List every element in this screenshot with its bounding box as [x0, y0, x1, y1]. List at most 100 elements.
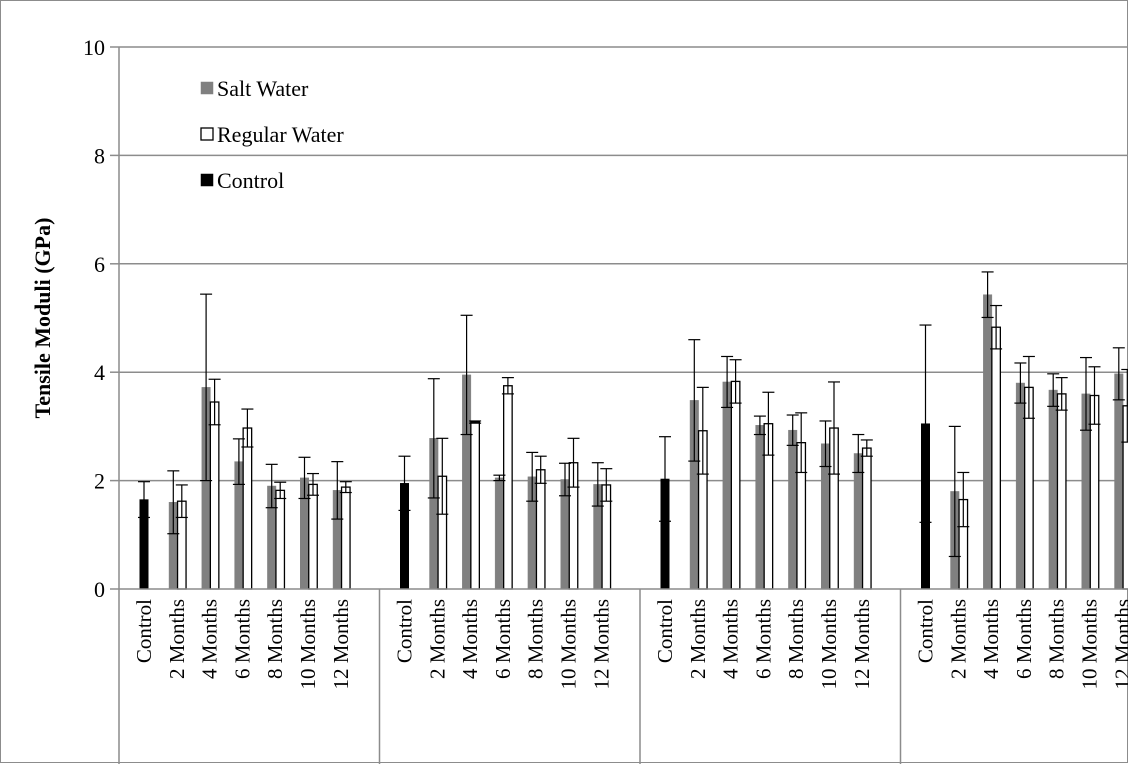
bar-regular-water-error-bar [307, 472, 319, 496]
error-bars [138, 271, 1128, 558]
bar-salt-water-error-bar [981, 271, 994, 319]
bar-regular-water [535, 469, 546, 590]
bar-regular-water [340, 486, 351, 590]
x-category-label: 10 Months [557, 599, 581, 689]
bar-salt-water-error-bar [493, 474, 506, 482]
bar-regular-water [242, 427, 253, 590]
x-category-label: Control [393, 599, 417, 663]
bar-salt-water-error-bar [427, 378, 440, 499]
x-category-label: 8 Months [784, 599, 808, 679]
x-category-label: 6 Months [491, 599, 515, 679]
bar-salt-water [755, 425, 765, 590]
bar-salt-water-error-bar [753, 415, 766, 436]
bar-regular-water-error-bar [696, 386, 709, 475]
bar-regular-water-error-bar [501, 377, 514, 395]
bar-regular-water [1056, 393, 1067, 590]
bar-salt-water-error-bar [298, 456, 311, 500]
legend-item-salt: Salt Water [200, 76, 309, 101]
bar-regular-water-error-bar [469, 420, 482, 424]
x-category-label: 4 Months [198, 599, 222, 679]
y-tick-label: 10 [83, 35, 105, 60]
y-tick-label: 0 [94, 577, 105, 602]
bar-regular-water-error-bar [436, 437, 449, 515]
x-category-label: 2 Months [686, 599, 710, 679]
legend-label: Salt Water [217, 76, 309, 101]
bar-control-error-bar [138, 481, 150, 519]
bar-control-error-bar [919, 324, 932, 523]
bar-regular-water-error-bar [1121, 368, 1128, 443]
bar-salt-water-error-bar [200, 293, 213, 482]
bar-regular-water [275, 489, 286, 590]
bar-salt-water-error-bar [232, 438, 245, 485]
y-tick-label: 4 [94, 360, 105, 385]
x-category-label: 2 Months [165, 599, 189, 679]
y-tick-label: 6 [94, 252, 105, 277]
legend-item-control: Control [200, 168, 284, 193]
bar-regular-water-error-bar [567, 437, 580, 488]
bar-regular-water-error-bar [600, 468, 613, 502]
bar-salt-water-error-bar [948, 425, 961, 558]
x-category-label: 2 Months [946, 599, 970, 679]
bars [139, 294, 1128, 590]
bar-salt-water [722, 381, 732, 590]
bar-regular-water-error-bar [534, 455, 547, 484]
bar-salt-water [1015, 382, 1025, 590]
x-category-label: Control [653, 599, 677, 663]
y-axis-title: Tensile Moduli (GPa) [30, 218, 55, 419]
x-category-label: Control [914, 599, 938, 663]
bar-salt-water-error-bar [786, 414, 799, 446]
bar-salt-water [1114, 373, 1124, 590]
x-category-label: 4 Months [458, 599, 482, 679]
bar-salt-water-error-bar [688, 339, 701, 462]
legend: Salt Water Regular Water Control [200, 76, 344, 193]
x-category-label: 12 Months [589, 599, 613, 689]
legend-swatch [200, 81, 214, 95]
legend-label: Regular Water [217, 122, 344, 147]
y-axis-ticks: 0 2 4 6 8 10 [83, 35, 119, 602]
x-category-label: 10 Months [296, 599, 320, 689]
x-category-label: 12 Months [1110, 599, 1128, 689]
legend-swatch [200, 127, 214, 141]
x-category-label: 2 Months [425, 599, 449, 679]
bar-salt-water [853, 453, 863, 590]
bar-salt-water-error-bar [819, 420, 832, 468]
bar-salt-water-error-bar [1080, 356, 1092, 431]
bar-regular-water-error-bar [957, 471, 970, 528]
bar-regular-water [470, 421, 481, 590]
bar-regular-water-error-bar [241, 408, 254, 448]
x-category-label: 6 Months [230, 599, 254, 679]
x-category-label: 6 Months [751, 599, 775, 679]
bar-regular-water [502, 385, 513, 590]
bar-salt-water-error-bar [460, 314, 473, 436]
bar-salt-water-error-bar [167, 470, 180, 535]
bar-regular-water-error-bar [762, 391, 775, 456]
bar-regular-water [991, 326, 1001, 590]
x-category-label: 8 Months [263, 599, 287, 679]
bar-control-error-bar [659, 436, 671, 522]
bar-salt-water [494, 477, 504, 590]
bar-regular-water [730, 380, 741, 590]
x-category-label: 10 Months [1078, 599, 1102, 689]
bar-regular-water-error-bar [208, 378, 221, 426]
bar-regular-water-error-bar [795, 412, 808, 474]
bar-salt-water-error-bar [852, 433, 865, 474]
bar-regular-water-error-bar [990, 304, 1003, 350]
bar-regular-water-error-bar [274, 481, 287, 500]
bar-regular-water [308, 483, 318, 590]
bar-salt-water-error-bar [559, 462, 571, 497]
bar-regular-water-error-bar [339, 481, 352, 494]
bar-regular-water [861, 447, 872, 590]
x-category-label: Control [132, 599, 156, 663]
bar-regular-water-error-bar [860, 439, 873, 457]
bar-salt-water-error-bar [1112, 347, 1125, 401]
bar-salt-water [788, 429, 798, 590]
x-category-label: 4 Months [979, 599, 1003, 679]
bar-regular-water [209, 401, 220, 590]
bar-salt-water-error-bar [526, 451, 539, 502]
bar-salt-water [983, 294, 993, 590]
bar-regular-water-error-bar [1022, 355, 1035, 419]
x-category-label: 4 Months [719, 599, 743, 679]
x-category-label: 6 Months [1012, 599, 1036, 679]
